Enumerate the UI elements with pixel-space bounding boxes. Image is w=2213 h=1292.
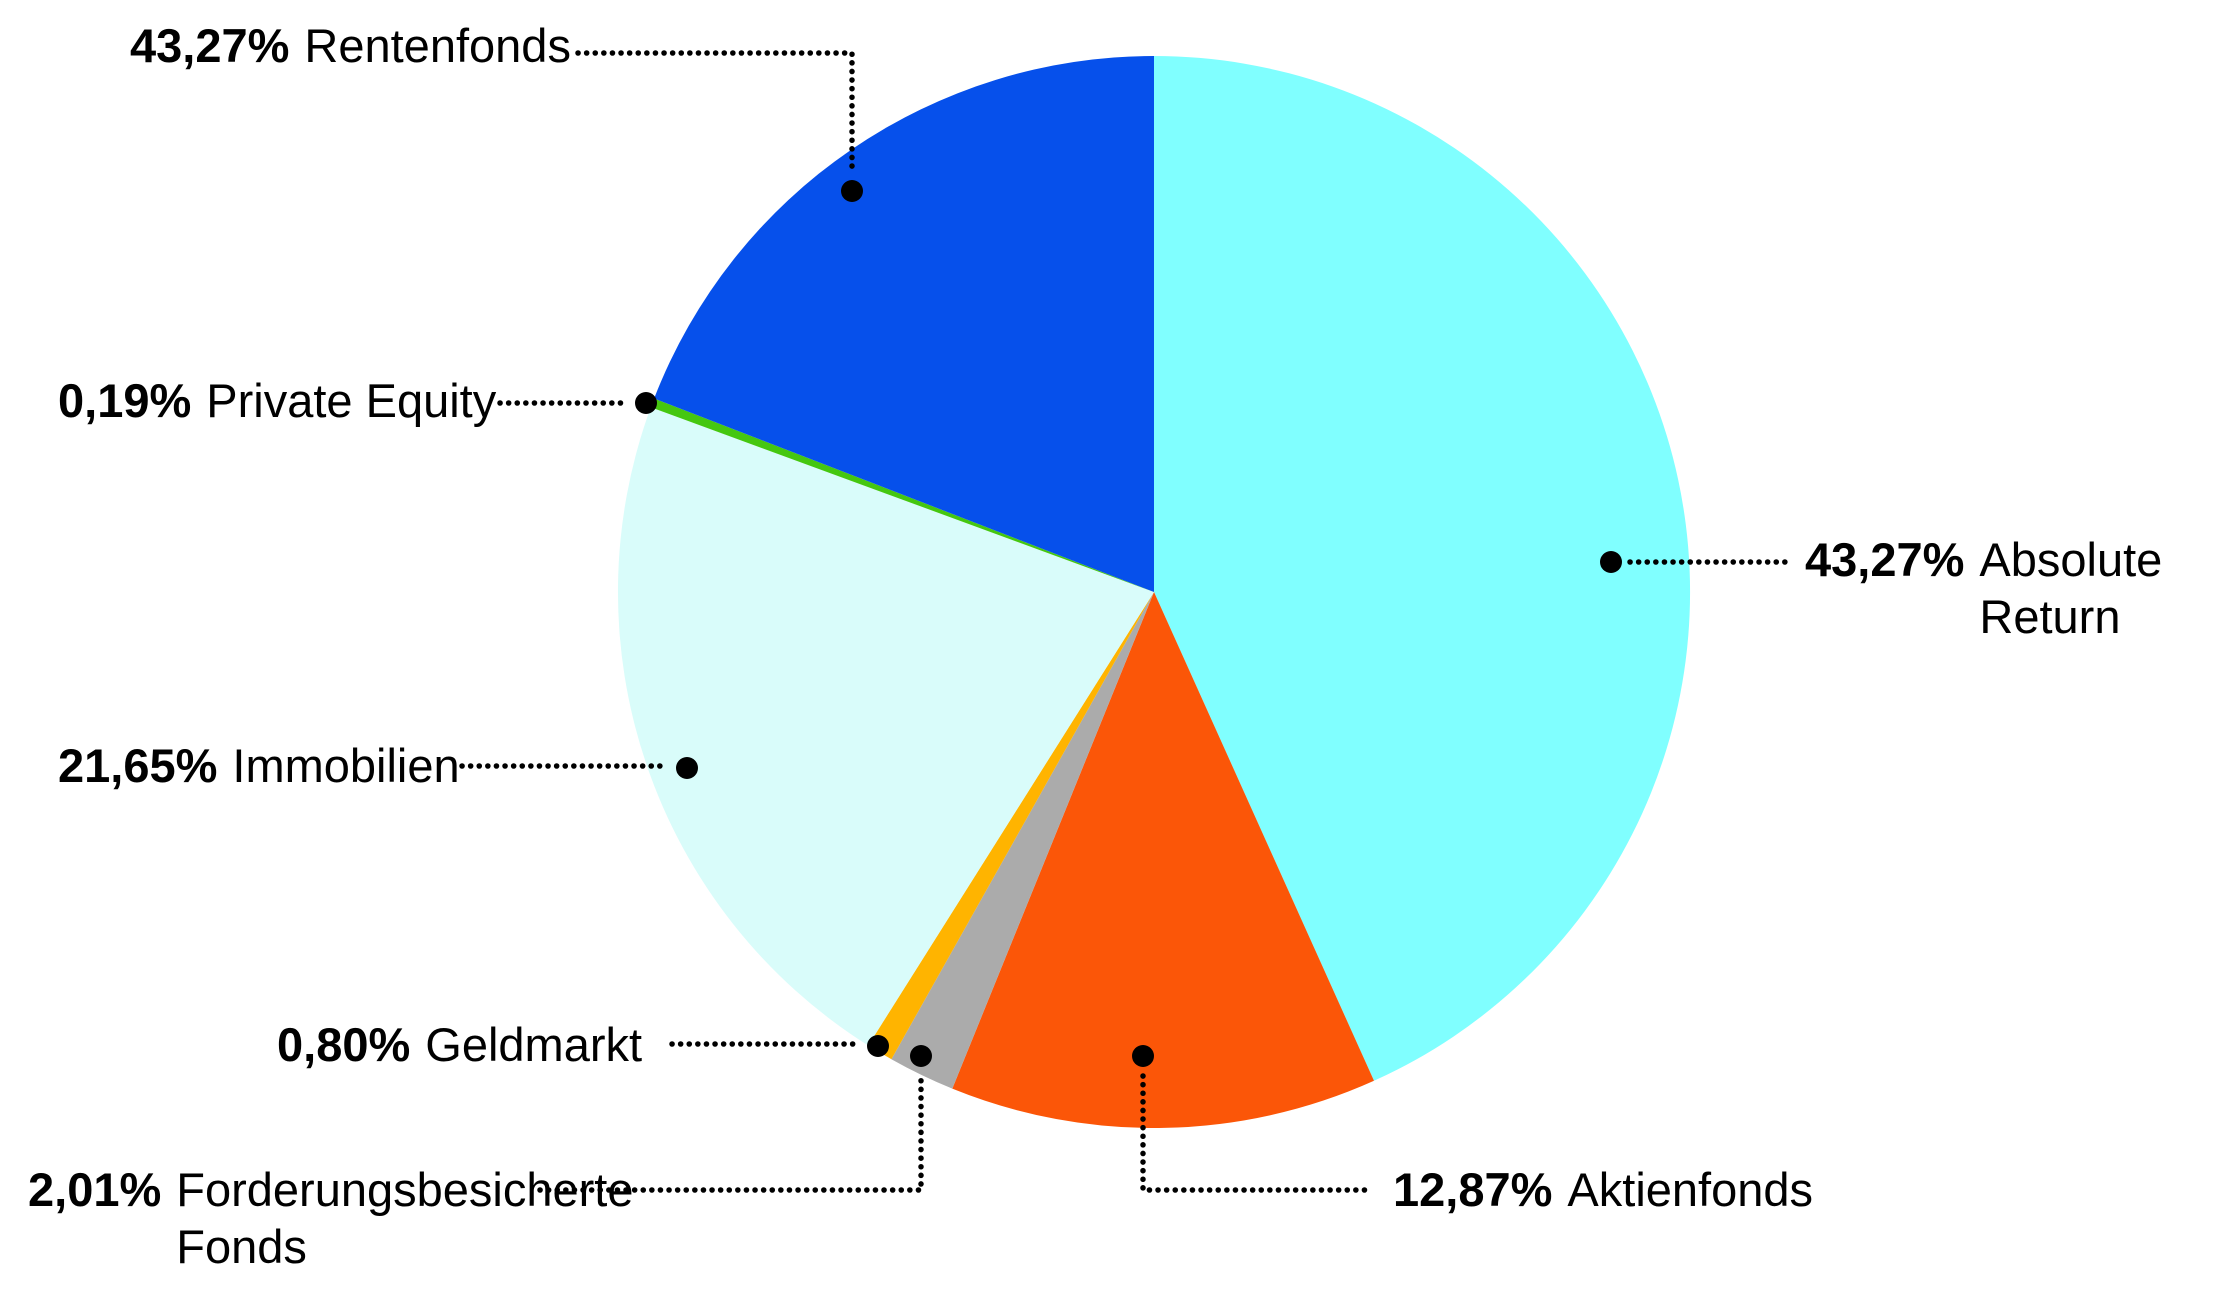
anchor-dot-forderungsbesicherte-fonds bbox=[910, 1045, 932, 1067]
pie-slice-absolute-return bbox=[1154, 55, 1691, 1081]
callout-label-aktienfonds: 12,87% Aktienfonds bbox=[1393, 1161, 1813, 1218]
slice-percent-private-equity: 0,19% bbox=[58, 374, 192, 427]
callout-lines bbox=[459, 50, 1793, 1193]
anchor-dot-rentenfonds bbox=[841, 180, 863, 202]
slice-name-forderungsbesicherte-fonds: Forderungsbesicherte Fonds bbox=[176, 1163, 634, 1273]
slice-name-rentenfonds: Rentenfonds bbox=[304, 19, 571, 72]
callout-label-immobilien: 21,65% Immobilien bbox=[58, 737, 460, 794]
pie-slice-private-equity bbox=[650, 398, 1154, 592]
slice-percent-immobilien: 21,65% bbox=[58, 739, 218, 792]
leader-line-forderungsbesicherte-fonds bbox=[537, 1073, 924, 1193]
slice-percent-rentenfonds: 43,27% bbox=[130, 19, 290, 72]
pie-slices bbox=[617, 55, 1691, 1129]
slice-name-aktienfonds: Aktienfonds bbox=[1567, 1163, 1814, 1216]
leader-line-rentenfonds bbox=[575, 50, 855, 175]
pie-slice-aktienfonds bbox=[952, 592, 1374, 1129]
anchor-dot-geldmarkt bbox=[867, 1035, 889, 1057]
slice-name-geldmarkt: Geldmarkt bbox=[425, 1018, 643, 1071]
callout-dots bbox=[635, 180, 1622, 1067]
slice-percent-forderungsbesicherte-fonds: 2,01% bbox=[28, 1163, 162, 1216]
pie-slice-geldmarkt bbox=[868, 592, 1154, 1060]
slice-name-immobilien: Immobilien bbox=[232, 739, 460, 792]
slice-percent-geldmarkt: 0,80% bbox=[277, 1018, 411, 1071]
anchor-dot-private-equity bbox=[635, 392, 657, 414]
slice-percent-absolute-return: 43,27% bbox=[1805, 533, 1965, 586]
pie-slice-rentenfonds bbox=[654, 56, 1154, 592]
anchor-dot-immobilien bbox=[676, 757, 698, 779]
callout-label-forderungsbesicherte-fonds: 2,01% Forderungsbesicherte Fonds bbox=[28, 1161, 666, 1275]
pie-slice-immobilien bbox=[617, 407, 1154, 1046]
slice-name-absolute-return: Absolute Return bbox=[1979, 533, 2163, 643]
anchor-dot-absolute-return bbox=[1600, 551, 1622, 573]
callout-label-absolute-return: 43,27% Absolute Return bbox=[1805, 531, 2194, 645]
slice-name-private-equity: Private Equity bbox=[206, 374, 497, 427]
callout-label-rentenfonds: 43,27% Rentenfonds bbox=[130, 17, 571, 74]
callout-label-geldmarkt: 0,80% Geldmarkt bbox=[277, 1016, 642, 1073]
anchor-dot-aktienfonds bbox=[1132, 1045, 1154, 1067]
leader-line-aktienfonds bbox=[1140, 1073, 1376, 1193]
pie-slice-forderungsbesicherte-fonds bbox=[891, 592, 1154, 1089]
slice-percent-aktienfonds: 12,87% bbox=[1393, 1163, 1553, 1216]
callout-label-private-equity: 0,19% Private Equity bbox=[58, 372, 496, 429]
